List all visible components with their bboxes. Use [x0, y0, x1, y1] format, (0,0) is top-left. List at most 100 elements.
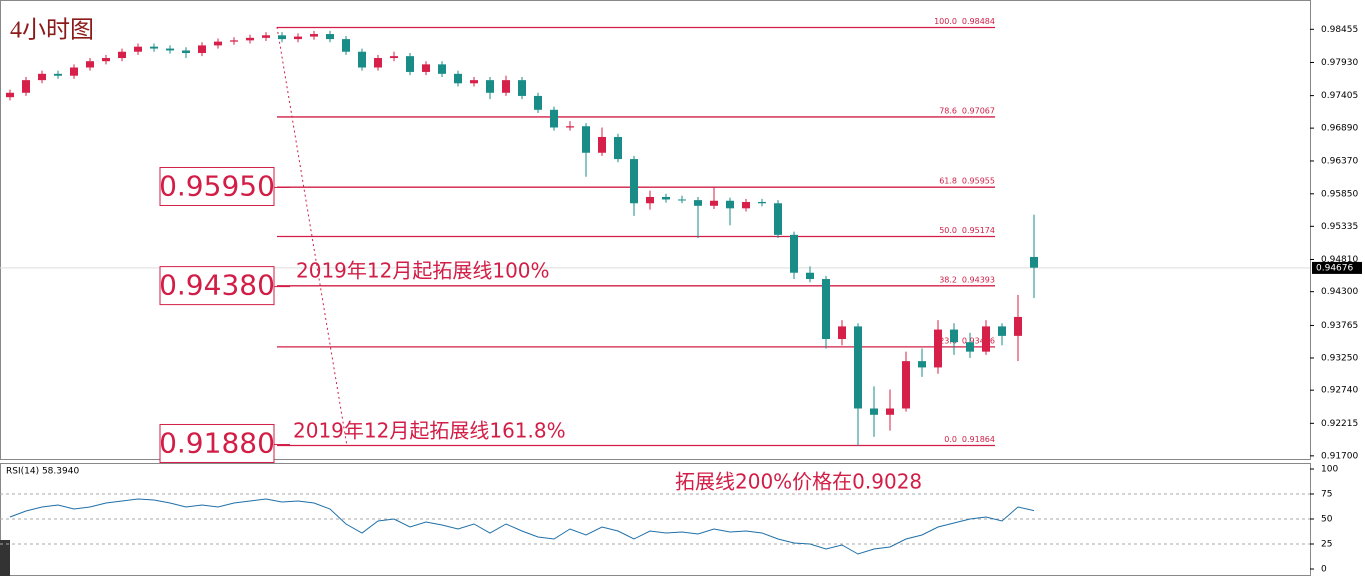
y-tick-label: 0.92740	[1321, 386, 1358, 396]
rsi-tick-label: 100	[1321, 465, 1338, 475]
candle-body	[518, 80, 526, 96]
candle-body	[470, 80, 478, 84]
candle-body	[502, 80, 510, 93]
candle-body	[854, 326, 862, 409]
price-box	[159, 266, 275, 306]
candle-body	[438, 64, 446, 74]
rsi-tick-label: 25	[1321, 540, 1332, 550]
fib-price: 0.91864	[962, 435, 995, 444]
candle-body	[390, 56, 398, 59]
candle-body	[582, 126, 590, 153]
candle-body	[710, 200, 718, 206]
candle-body	[982, 326, 990, 352]
price-box	[159, 423, 275, 463]
fib-price: 0.98484	[962, 17, 995, 26]
fib-price: 0.94393	[962, 275, 995, 284]
candle-body	[22, 80, 30, 93]
handle	[0, 540, 10, 576]
candle-body	[166, 48, 174, 51]
y-tick-label: 0.94300	[1321, 287, 1358, 297]
candle-body	[326, 34, 334, 40]
y-tick-label: 0.95335	[1321, 222, 1358, 232]
candle-body	[934, 329, 942, 368]
candle-body	[998, 326, 1006, 336]
fib-level: 100.0	[934, 17, 957, 26]
candle-body	[678, 199, 686, 201]
candle-body	[86, 61, 94, 68]
y-tick-label: 0.97930	[1321, 58, 1358, 68]
candle-body	[790, 234, 798, 273]
candle-body	[134, 46, 142, 52]
price-box	[159, 166, 275, 206]
candle-body	[406, 56, 414, 72]
y-tick-label: 0.98455	[1321, 25, 1358, 35]
y-tick-label: 0.91700	[1321, 451, 1358, 461]
y-tick-label: 0.97405	[1321, 91, 1358, 101]
y-tick-label: 0.92215	[1321, 419, 1358, 429]
candle-body	[262, 35, 270, 38]
candle-body	[822, 279, 830, 340]
candle-body	[310, 34, 318, 37]
candle-body	[454, 73, 462, 84]
candle-body	[198, 45, 206, 53]
candle-body	[630, 159, 638, 204]
price-box-label: 0.95950	[159, 169, 275, 202]
last-price-box	[1312, 261, 1362, 274]
y-tick-label: 0.96370	[1321, 156, 1358, 166]
rsi-tick-label: 75	[1321, 490, 1332, 500]
candle-body	[902, 361, 910, 409]
candle-body	[614, 136, 622, 160]
annotation: 2019年12月起拓展线161.8%	[293, 419, 566, 443]
candle-body	[38, 73, 46, 81]
rsi-tick-label: 50	[1321, 515, 1333, 525]
candle-body	[870, 408, 878, 415]
candle-body	[182, 50, 190, 53]
candle-body	[1014, 316, 1022, 336]
candle-body	[806, 272, 814, 280]
candle-body	[294, 36, 302, 40]
candle-body	[742, 202, 750, 209]
rsi-tick-label: 0	[1321, 565, 1327, 575]
annotation: 2019年12月起拓展线100%	[296, 259, 550, 283]
candle-body	[566, 126, 574, 128]
fib-level: 61.8	[939, 177, 957, 186]
annotation: 拓展线200%价格在0.9028	[675, 470, 922, 494]
candle-body	[646, 196, 654, 204]
y-tick-label: 0.93250	[1321, 353, 1358, 363]
fib-level: 23.6	[939, 336, 957, 345]
candle-body	[886, 408, 894, 415]
candle-body	[358, 51, 366, 68]
fib-price: 0.93426	[962, 336, 995, 345]
candle-body	[150, 46, 158, 49]
candle-body	[966, 342, 974, 352]
candle-body	[838, 326, 846, 340]
candle-body	[550, 109, 558, 128]
rsi-label: RSI(14) 58.3940	[6, 467, 79, 477]
candle-body	[374, 58, 382, 68]
y-tick-label: 0.96890	[1321, 124, 1358, 134]
rsi-line	[9, 498, 1035, 555]
candle-body	[1030, 256, 1038, 268]
candle-body	[662, 196, 670, 200]
fib-level: 78.6	[939, 106, 957, 115]
candle-body	[278, 35, 286, 40]
candle-body	[70, 67, 78, 76]
candle-body	[342, 39, 350, 52]
candle-body	[950, 329, 958, 343]
price-box-label: 0.94380	[159, 269, 275, 302]
chart-title: 4小时图	[10, 17, 94, 44]
candle-body	[918, 361, 926, 368]
candle-body	[246, 37, 254, 41]
price-box-label: 0.91880	[159, 426, 275, 459]
candle-body	[118, 51, 126, 59]
candle-body	[6, 92, 14, 98]
candle-body	[230, 40, 238, 42]
fib-price: 0.95955	[962, 177, 995, 186]
candle-body	[726, 200, 734, 209]
candle-body	[758, 202, 766, 204]
candle-body	[214, 41, 222, 46]
fib-level: 0.0	[944, 435, 957, 444]
y-tick-label: 0.94810	[1321, 255, 1358, 265]
y-tick-label: 0.95850	[1321, 189, 1358, 199]
